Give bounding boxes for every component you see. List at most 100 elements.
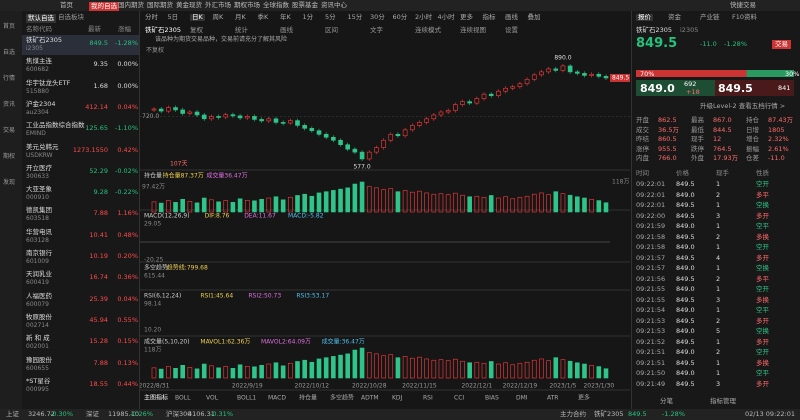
trade-button[interactable]: 交易 — [772, 40, 791, 49]
stock-code: 515880 — [26, 87, 49, 95]
top-tab[interactable]: 外汇市场 — [205, 1, 231, 9]
tick-cell: 849.5 — [676, 180, 695, 188]
chart-tool[interactable]: 复权 — [190, 26, 203, 34]
quote-panel — [631, 11, 800, 409]
top-tab[interactable]: 资讯中心 — [321, 1, 347, 9]
stock-change: 1.16% — [117, 209, 138, 218]
candle — [309, 128, 315, 132]
volume-bar — [288, 362, 293, 379]
volume-bar — [273, 196, 279, 213]
top-tab[interactable]: 国际期货 — [147, 1, 173, 9]
sidebar-item[interactable]: 资讯 — [3, 101, 16, 108]
sidebar-item[interactable]: 行情 — [3, 75, 16, 82]
period-tab[interactable]: 60分 — [392, 13, 408, 21]
top-tab[interactable]: 期权市场 — [234, 1, 260, 9]
volume-bar — [158, 202, 164, 213]
period-tab[interactable]: 更多 — [460, 13, 473, 21]
stock-name[interactable]: 天润乳业 — [26, 270, 52, 279]
panel-label: 趋势线:799.68 — [167, 264, 208, 272]
stat-label: 振幅 — [746, 144, 759, 153]
stock-name[interactable]: 沪金2304 — [26, 99, 56, 108]
volume-bar — [280, 365, 286, 379]
chart-tool[interactable]: 连续模式 — [415, 26, 441, 34]
stock-name[interactable]: 南京银行 — [26, 249, 52, 257]
candle — [517, 83, 523, 88]
level2-link[interactable]: 升级Level-2 查看五档行情 > — [700, 102, 786, 110]
stock-name[interactable]: 德凯集团 — [26, 206, 52, 215]
period-tab[interactable]: 指标 — [482, 13, 496, 21]
stock-code: EMIND — [26, 130, 46, 138]
candle — [151, 108, 157, 111]
tick-cell: 849.5 — [676, 295, 695, 304]
period-tab[interactable]: 30分 — [370, 13, 385, 21]
period-tab[interactable]: 年K — [280, 13, 291, 21]
chart-tool[interactable]: 文字 — [370, 26, 383, 34]
stock-name[interactable]: 华营电讯 — [26, 227, 52, 236]
top-tab[interactable]: 首页 — [60, 1, 73, 9]
chart-tool[interactable]: 画线 — [280, 26, 293, 34]
volume-bar — [531, 359, 537, 379]
period-tab[interactable]: 周K — [212, 13, 224, 21]
quote-tab[interactable]: 报价 — [636, 13, 653, 21]
quote-tab[interactable]: 资金 — [668, 13, 681, 21]
stock-name[interactable]: 大亚圣象 — [26, 185, 52, 194]
stock-name[interactable]: 工业品指数综合指数 — [26, 121, 85, 130]
chart-tool[interactable]: 连续视图 — [460, 26, 486, 34]
top-tab[interactable]: 股票基金 — [292, 1, 318, 9]
period-tab[interactable]: 15分 — [347, 13, 363, 21]
period-tab[interactable]: 画线 — [505, 13, 518, 21]
volume-bar — [158, 368, 164, 379]
period-tab[interactable]: 分时 — [145, 13, 158, 21]
stock-name[interactable]: 美元兑韩元 — [26, 142, 59, 151]
volume-bar — [388, 354, 394, 379]
chart-tool[interactable]: 区间 — [325, 26, 338, 34]
tick-cell: 3 — [716, 211, 721, 220]
stock-name[interactable]: 牧原股份 — [26, 312, 52, 321]
period-tab[interactable]: 日K — [190, 13, 205, 21]
sidebar-item[interactable]: 自选 — [3, 49, 16, 56]
period-tab[interactable]: 叠加 — [527, 13, 541, 21]
chart-tool[interactable]: 设置 — [505, 26, 518, 34]
stock-name[interactable]: 新 和 成 — [26, 334, 50, 343]
chart-tool[interactable]: 统计 — [235, 26, 248, 34]
period-tab[interactable]: 季K — [257, 13, 269, 21]
quote-tab[interactable]: F10资料 — [732, 13, 758, 21]
period-tab[interactable]: 5日 — [167, 13, 179, 21]
period-tab[interactable]: 月K — [235, 13, 246, 21]
top-tab[interactable]: 全球指数 — [263, 1, 289, 9]
sidebar-item[interactable]: 发现 — [3, 179, 16, 186]
stock-name[interactable]: 豫园股份 — [26, 355, 52, 364]
period-tab[interactable]: 4小时 — [437, 13, 455, 21]
stock-name[interactable]: 人福医药 — [26, 291, 52, 300]
top-tab[interactable]: 国内期货 — [118, 1, 144, 9]
volume-bar — [409, 357, 415, 379]
sidebar-item[interactable]: 首页 — [3, 23, 16, 30]
sidebar-item[interactable]: 期权 — [3, 153, 16, 160]
stock-name[interactable]: *ST星谷 — [26, 376, 51, 385]
volume-bar — [503, 362, 508, 379]
period-tab[interactable]: 1分 — [302, 13, 314, 21]
period-tab[interactable]: 2小时 — [415, 13, 433, 21]
low-label: 577.0 — [353, 163, 370, 170]
stock-name[interactable]: 开立医疗 — [26, 163, 52, 172]
top-tab[interactable]: 黄金现货 — [176, 1, 202, 9]
volume-bar — [510, 364, 516, 379]
watchlist-tab[interactable]: 默认自选 — [26, 14, 56, 23]
top-tab[interactable]: 我的自选 — [89, 2, 119, 11]
period-tab[interactable]: 5分 — [325, 13, 336, 21]
tick-cell: 多换 — [756, 232, 769, 241]
stat-value: 867.0 — [713, 116, 732, 124]
quote-bottom-tab[interactable]: 分笔 — [660, 397, 673, 405]
x-tick-label: 2022/11/15 — [402, 383, 437, 390]
quote-tab[interactable]: 产业链 — [700, 13, 720, 21]
stock-code: 603128 — [26, 236, 49, 244]
chart-tool[interactable]: 铁矿石2305 — [145, 26, 182, 34]
panel-label: MAVOL2:64.09万 — [261, 339, 311, 346]
stock-name[interactable]: 华宇钛龙头ETF — [26, 78, 71, 87]
sidebar-item[interactable]: 交易 — [3, 127, 16, 134]
stock-name[interactable]: 焦煤主连 — [26, 57, 52, 66]
quote-bottom-tab[interactable]: 指标管理 — [710, 397, 736, 405]
quick-trade[interactable]: 快捷交易 — [730, 1, 756, 9]
stock-name[interactable]: 铁矿石2305 — [26, 36, 63, 44]
watchlist-tab[interactable]: 自选板块 — [58, 13, 84, 21]
